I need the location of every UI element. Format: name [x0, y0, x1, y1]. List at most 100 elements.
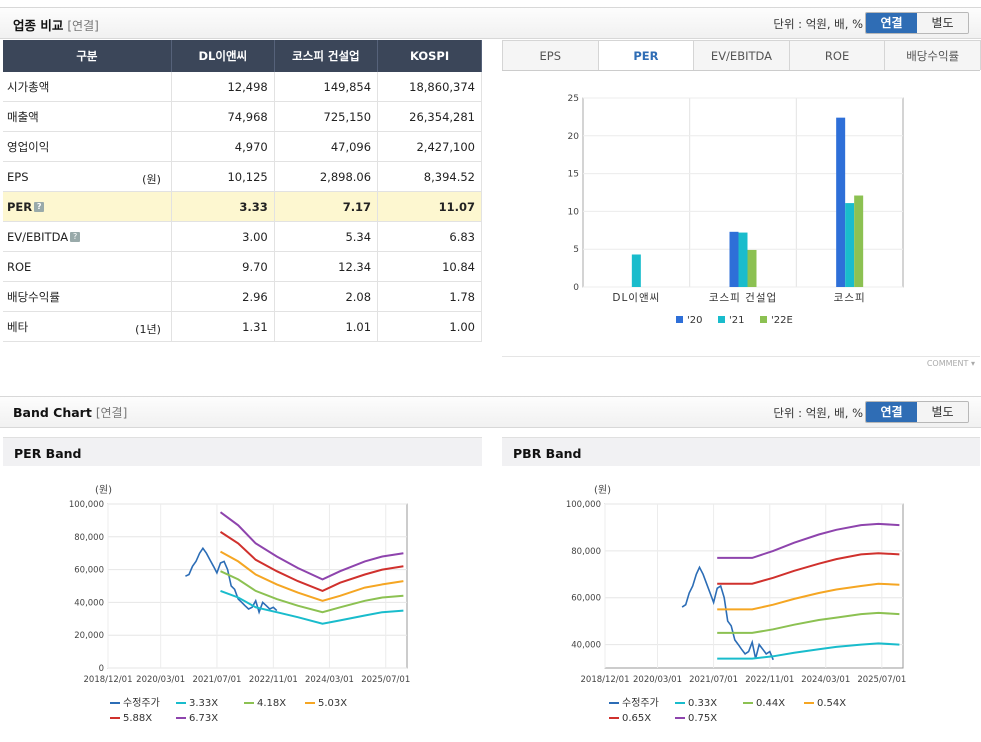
- x-tick-label: 2025/07/01: [857, 675, 906, 685]
- y-tick-label: 25: [568, 94, 579, 104]
- consolidated-button[interactable]: 연결: [866, 13, 917, 33]
- help-icon[interactable]: ?: [34, 202, 45, 212]
- x-tick-label: DL이앤씨: [612, 292, 660, 304]
- bar: [747, 249, 757, 287]
- band-separate-button[interactable]: 별도: [917, 402, 968, 422]
- bar: [836, 117, 846, 287]
- bar: [845, 203, 855, 287]
- y-tick-label: 5: [573, 245, 579, 255]
- table-cell: 11.07: [377, 191, 482, 222]
- comment-toggle[interactable]: COMMENT ▾: [926, 359, 975, 368]
- tab-1[interactable]: EPS: [502, 40, 599, 70]
- series-line: [717, 611, 900, 634]
- bar: [738, 232, 748, 287]
- unit-label: (원): [594, 484, 611, 496]
- row-label: 베타 (1년): [3, 311, 172, 342]
- bar: [854, 195, 864, 287]
- industry-compare-table: 구분 DL이앤씨 코스피 건설업 KOSPI 시가총액 12,498 149,854 18,…: [3, 40, 482, 342]
- series-line: [220, 589, 404, 625]
- table-cell: 3.33: [171, 191, 275, 222]
- table-row: 시가총액 12,498 149,854 18,860,374: [3, 72, 482, 102]
- legend-label: 0.65X: [622, 713, 651, 724]
- table-row: ROE 9.70 12.34 10.84: [3, 251, 482, 282]
- table-cell: 12,498: [171, 72, 275, 102]
- unit-label: (원): [95, 484, 112, 496]
- chart-divider: [502, 356, 980, 357]
- x-tick-label: 2022/11/01: [745, 675, 794, 685]
- y-tick-label: 80,000: [74, 533, 104, 543]
- tab-4[interactable]: ROE: [788, 40, 886, 70]
- legend-swatch: [760, 316, 767, 323]
- metric-tabs: EPS PER EV/EBITDA ROE 배당수익률: [502, 40, 981, 71]
- tab-2[interactable]: PER: [597, 40, 695, 70]
- pbr-band-title: PBR Band: [513, 446, 582, 461]
- table-cell: 10,125: [171, 161, 275, 192]
- table-cell: 47,096: [274, 131, 379, 162]
- band-consolidated-button[interactable]: 연결: [866, 402, 917, 422]
- row-unit: (원): [142, 173, 161, 186]
- row-label: 영업이익: [3, 131, 172, 162]
- table-cell: 12.34: [274, 251, 379, 282]
- legend-label: 0.44X: [756, 698, 785, 709]
- table-cell: 10.84: [377, 251, 482, 282]
- series-line: [220, 570, 404, 614]
- row-label: PER?: [3, 191, 172, 222]
- per-band-title: PER Band: [14, 446, 82, 461]
- compare-header: 업종 비교 [연결] 단위 : 억원, 배, % 연결 별도: [0, 7, 981, 39]
- legend-label: 4.18X: [257, 698, 286, 709]
- plot-area: [107, 503, 408, 669]
- table-cell: 26,354,281: [377, 101, 482, 132]
- y-tick-label: 0: [99, 664, 104, 674]
- per-band-chart: (원) 0 20,000 40,000 60,000 80,000 100,000 2018/…: [69, 484, 410, 724]
- row-label: 시가총액: [3, 72, 172, 102]
- row-label-text: 매출액: [7, 109, 39, 124]
- x-tick-label: 2020/03/01: [633, 675, 682, 685]
- legend-label: 수정주가: [123, 697, 160, 709]
- compare-unit: 단위 : 억원, 배, %: [773, 17, 863, 31]
- series-line: [219, 531, 404, 592]
- y-tick-label: 20,000: [74, 631, 104, 641]
- table-cell: 6.83: [377, 221, 482, 252]
- per-bar-chart: 0 5 10 15 20 25 DL이앤씨 코스피 건설업 코스피 '20 '21 '22E: [568, 94, 904, 326]
- row-label-text: 베타: [7, 319, 29, 334]
- row-label: EPS (원): [3, 161, 172, 192]
- y-tick-label: 0: [573, 283, 579, 293]
- table-cell: 2.96: [171, 281, 275, 312]
- table-cell: 1.31: [171, 311, 275, 342]
- band-title: Band Chart [연결]: [13, 405, 128, 420]
- table-row: EV/EBITDA? 3.00 5.34 6.83: [3, 221, 482, 252]
- series-line: [219, 511, 404, 581]
- table-cell: 18,860,374: [377, 72, 482, 102]
- compare-subtitle: [연결]: [67, 19, 99, 33]
- legend-swatch: [718, 316, 725, 323]
- row-label-text: 시가총액: [7, 79, 50, 94]
- table-cell: 1.00: [377, 311, 482, 342]
- band-unit: 단위 : 억원, 배, %: [773, 406, 863, 420]
- x-tick-label: 2018/12/01: [581, 675, 630, 685]
- series-line: [717, 582, 900, 611]
- bar: [729, 231, 739, 287]
- compare-toggle: 연결 별도: [865, 12, 969, 34]
- y-tick-label: 100,000: [69, 500, 104, 510]
- x-tick-label: 2018/12/01: [84, 675, 133, 685]
- table-cell: 5.34: [274, 221, 379, 252]
- x-tick-label: 2021/07/01: [689, 675, 738, 685]
- bar: [631, 254, 641, 287]
- table-row: EPS (원) 10,125 2,898.06 8,394.52: [3, 161, 482, 192]
- band-toggle: 연결 별도: [865, 401, 969, 423]
- tab-3[interactable]: EV/EBITDA: [693, 40, 790, 70]
- x-tick-label: 2021/07/01: [192, 675, 241, 685]
- table-cell: 2,898.06: [274, 161, 379, 192]
- separate-button[interactable]: 별도: [917, 13, 968, 33]
- tab-5[interactable]: 배당수익률: [884, 40, 981, 70]
- table-header-cell: 구분: [3, 40, 172, 72]
- table-cell: 1.78: [377, 281, 482, 312]
- y-tick-label: 80,000: [571, 547, 601, 557]
- legend-label: 0.33X: [688, 698, 717, 709]
- legend-label: 수정주가: [622, 697, 659, 709]
- table-row: PER? 3.33 7.17 11.07: [3, 191, 482, 222]
- table-cell: 1.01: [274, 311, 379, 342]
- legend-label: 6.73X: [189, 713, 218, 724]
- help-icon[interactable]: ?: [70, 232, 81, 242]
